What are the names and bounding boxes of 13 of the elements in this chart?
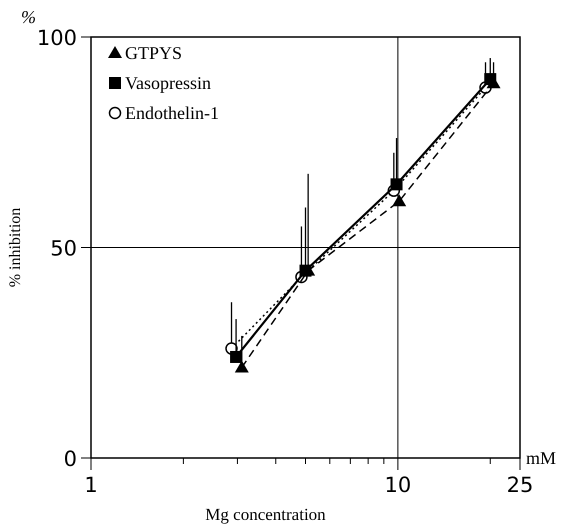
y-tick-label: 50	[50, 236, 77, 260]
legend-label: Endothelin-1	[125, 103, 219, 123]
x-tick-label: 1	[84, 473, 98, 497]
legend-label: Vasopressin	[125, 73, 211, 93]
legend-label: GTPYS	[125, 43, 182, 63]
text: %	[21, 7, 36, 27]
x-axis-title: Mg concentration	[205, 505, 326, 524]
x-tick-label: 10	[384, 473, 412, 497]
text: mM	[526, 448, 556, 468]
y-tick-label: 0	[64, 447, 77, 471]
y-tick-label: 100	[36, 26, 77, 50]
y-axis-title: % inhibition	[7, 208, 24, 288]
x-tick-label: 25	[506, 473, 534, 497]
